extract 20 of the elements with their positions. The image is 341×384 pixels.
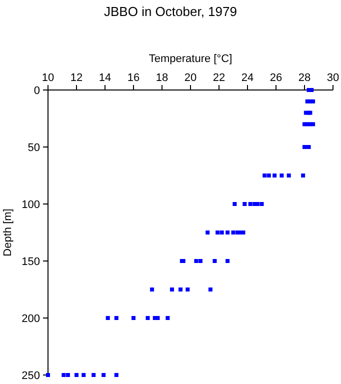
x-tick-label: 10 xyxy=(42,72,54,84)
x-axis-title: Temperature [°C] xyxy=(148,53,232,65)
x-tick-label: 28 xyxy=(298,72,311,84)
y-tick-label: 250 xyxy=(22,370,40,382)
y-tick-label: 200 xyxy=(22,313,40,325)
y-tick-label: 150 xyxy=(22,256,40,268)
y-axis-title: Depth [m] xyxy=(2,208,14,256)
x-tick-label: 20 xyxy=(184,72,197,84)
x-tick-label: 22 xyxy=(212,72,226,84)
x-tick-label: 26 xyxy=(270,72,282,84)
chart-title: JBBO in October, 1979 xyxy=(104,4,237,19)
x-tick-label: 14 xyxy=(98,72,112,84)
x-tick-label: 30 xyxy=(326,72,340,84)
y-tick-label: 50 xyxy=(28,142,40,154)
y-tick-label: 100 xyxy=(22,199,40,211)
y-tick-label: 0 xyxy=(34,85,40,97)
x-tick-label: 18 xyxy=(156,72,168,84)
x-tick-label: 12 xyxy=(70,72,83,84)
x-tick-label: 24 xyxy=(241,72,254,84)
x-tick-label: 16 xyxy=(127,72,140,84)
